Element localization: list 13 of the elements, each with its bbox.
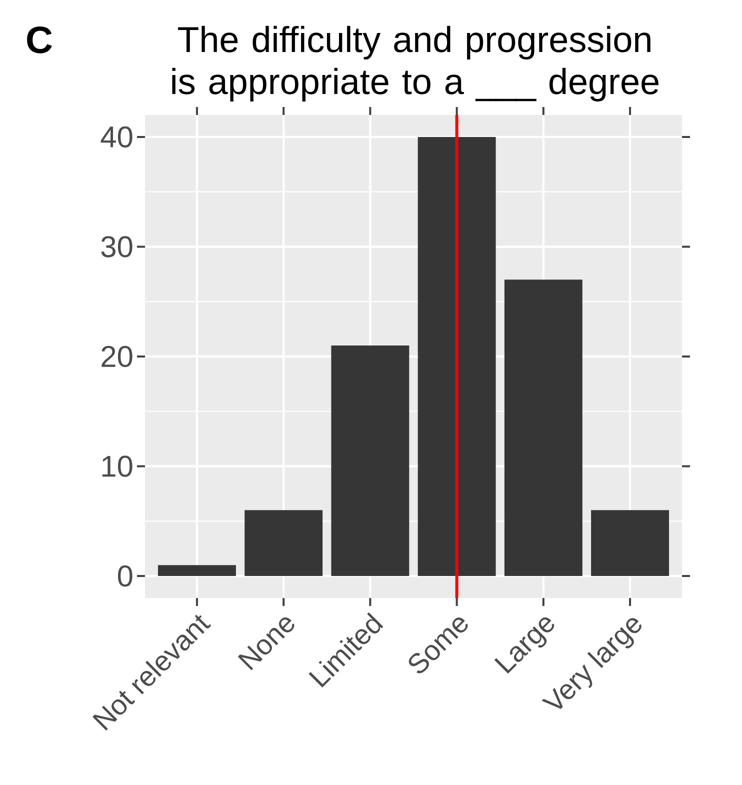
y-tick-label: 0 (118, 565, 132, 587)
y-tick-label: 30 (101, 236, 132, 258)
y-tick-label: 20 (102, 346, 132, 368)
chart-title: The difficulty and progression is appropriate to a ___ degree (172, 26, 658, 102)
y-tick-label: 40 (100, 126, 132, 148)
bar (331, 346, 410, 576)
y-tick-label: 10 (102, 456, 132, 477)
bar (244, 510, 323, 576)
bar (418, 136, 496, 576)
bar (504, 280, 582, 576)
bar (591, 510, 670, 576)
text: C (27, 26, 52, 54)
bar (158, 565, 236, 576)
